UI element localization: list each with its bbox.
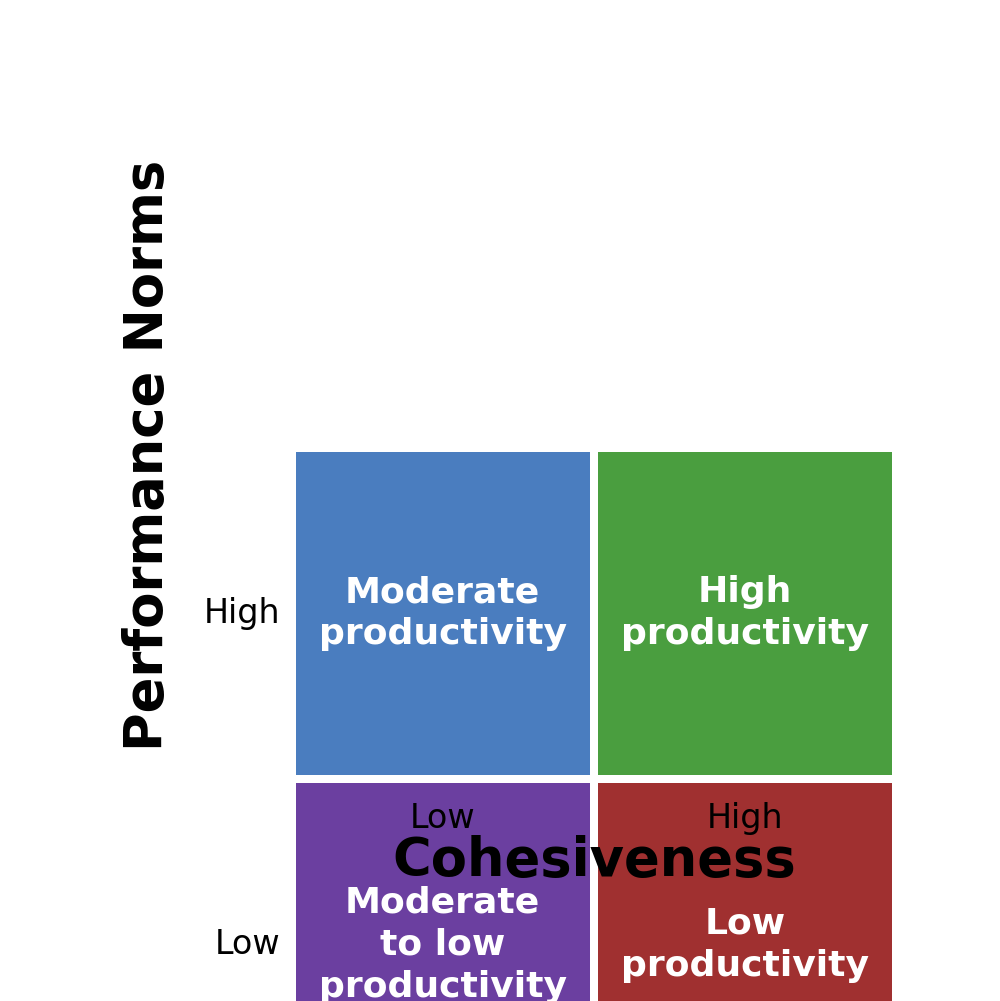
Text: Moderate
to low
productivity: Moderate to low productivity [319, 886, 567, 1001]
Text: Moderate
productivity: Moderate productivity [319, 576, 567, 652]
Text: Low: Low [410, 802, 476, 835]
Text: High: High [203, 597, 280, 630]
Text: Low: Low [214, 928, 280, 961]
Text: High
productivity: High productivity [621, 576, 869, 652]
Text: Low
productivity: Low productivity [621, 907, 869, 983]
Bar [296, 451, 590, 775]
Text: Performance Norms: Performance Norms [122, 160, 174, 751]
Bar [296, 783, 590, 1001]
Text: High: High [707, 802, 783, 835]
Bar [598, 783, 892, 1001]
Text: Cohesiveness: Cohesiveness [392, 835, 796, 887]
Bar [598, 451, 892, 775]
